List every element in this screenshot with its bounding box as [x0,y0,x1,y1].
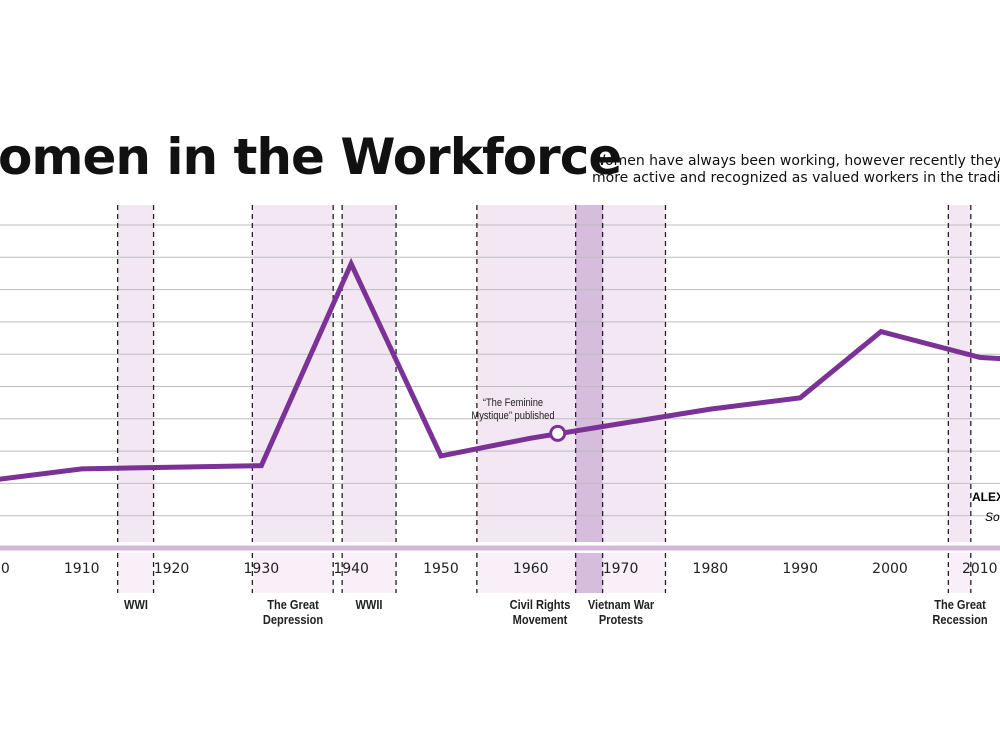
era-overlap [575,553,603,593]
era-band [342,205,397,542]
era-band [948,205,971,542]
era-band-below [948,553,971,593]
credit: ALEX [972,490,1000,504]
subtitle: more active and recognized as valued wor… [592,170,1000,186]
era-label: The Great Depression [262,597,323,627]
x-tick-label: 1920 [153,561,190,577]
era-label: Vietnam War Protests [587,597,654,627]
x-tick-label: 1950 [423,561,459,577]
x-tick-label: 1900 [0,561,10,577]
annotation-text: “The Feminine Mystique” published [471,397,555,423]
era-band-below [252,553,334,593]
x-tick-label: 1960 [512,561,549,577]
x-tick-label: 1970 [602,561,639,577]
era-band [117,205,154,542]
era-label: The Great Recession [931,597,988,627]
title: omen in the Workforce [0,128,622,186]
x-tick-label: 1910 [63,561,100,577]
data-line [0,257,1000,482]
era-band-below [342,553,397,593]
x-tick-label: 1980 [692,561,729,577]
x-tick-label: 2000 [872,561,908,577]
era-band [252,205,334,542]
annotation-marker [549,424,567,442]
era-label: WWI [123,597,148,612]
x-tick-label: 1930 [243,561,280,577]
era-band-below [117,553,154,593]
era-overlap [575,205,603,542]
subtitle: Women have always been working, however … [592,153,1000,169]
x-tick-label: 1940 [333,561,369,577]
x-tick-label: 1990 [782,561,818,577]
era-label: WWII [355,597,383,612]
x-tick-label: 2010 [961,561,998,577]
credit: Sou [985,510,1000,524]
era-label: Civil Rights Movement [509,597,571,627]
